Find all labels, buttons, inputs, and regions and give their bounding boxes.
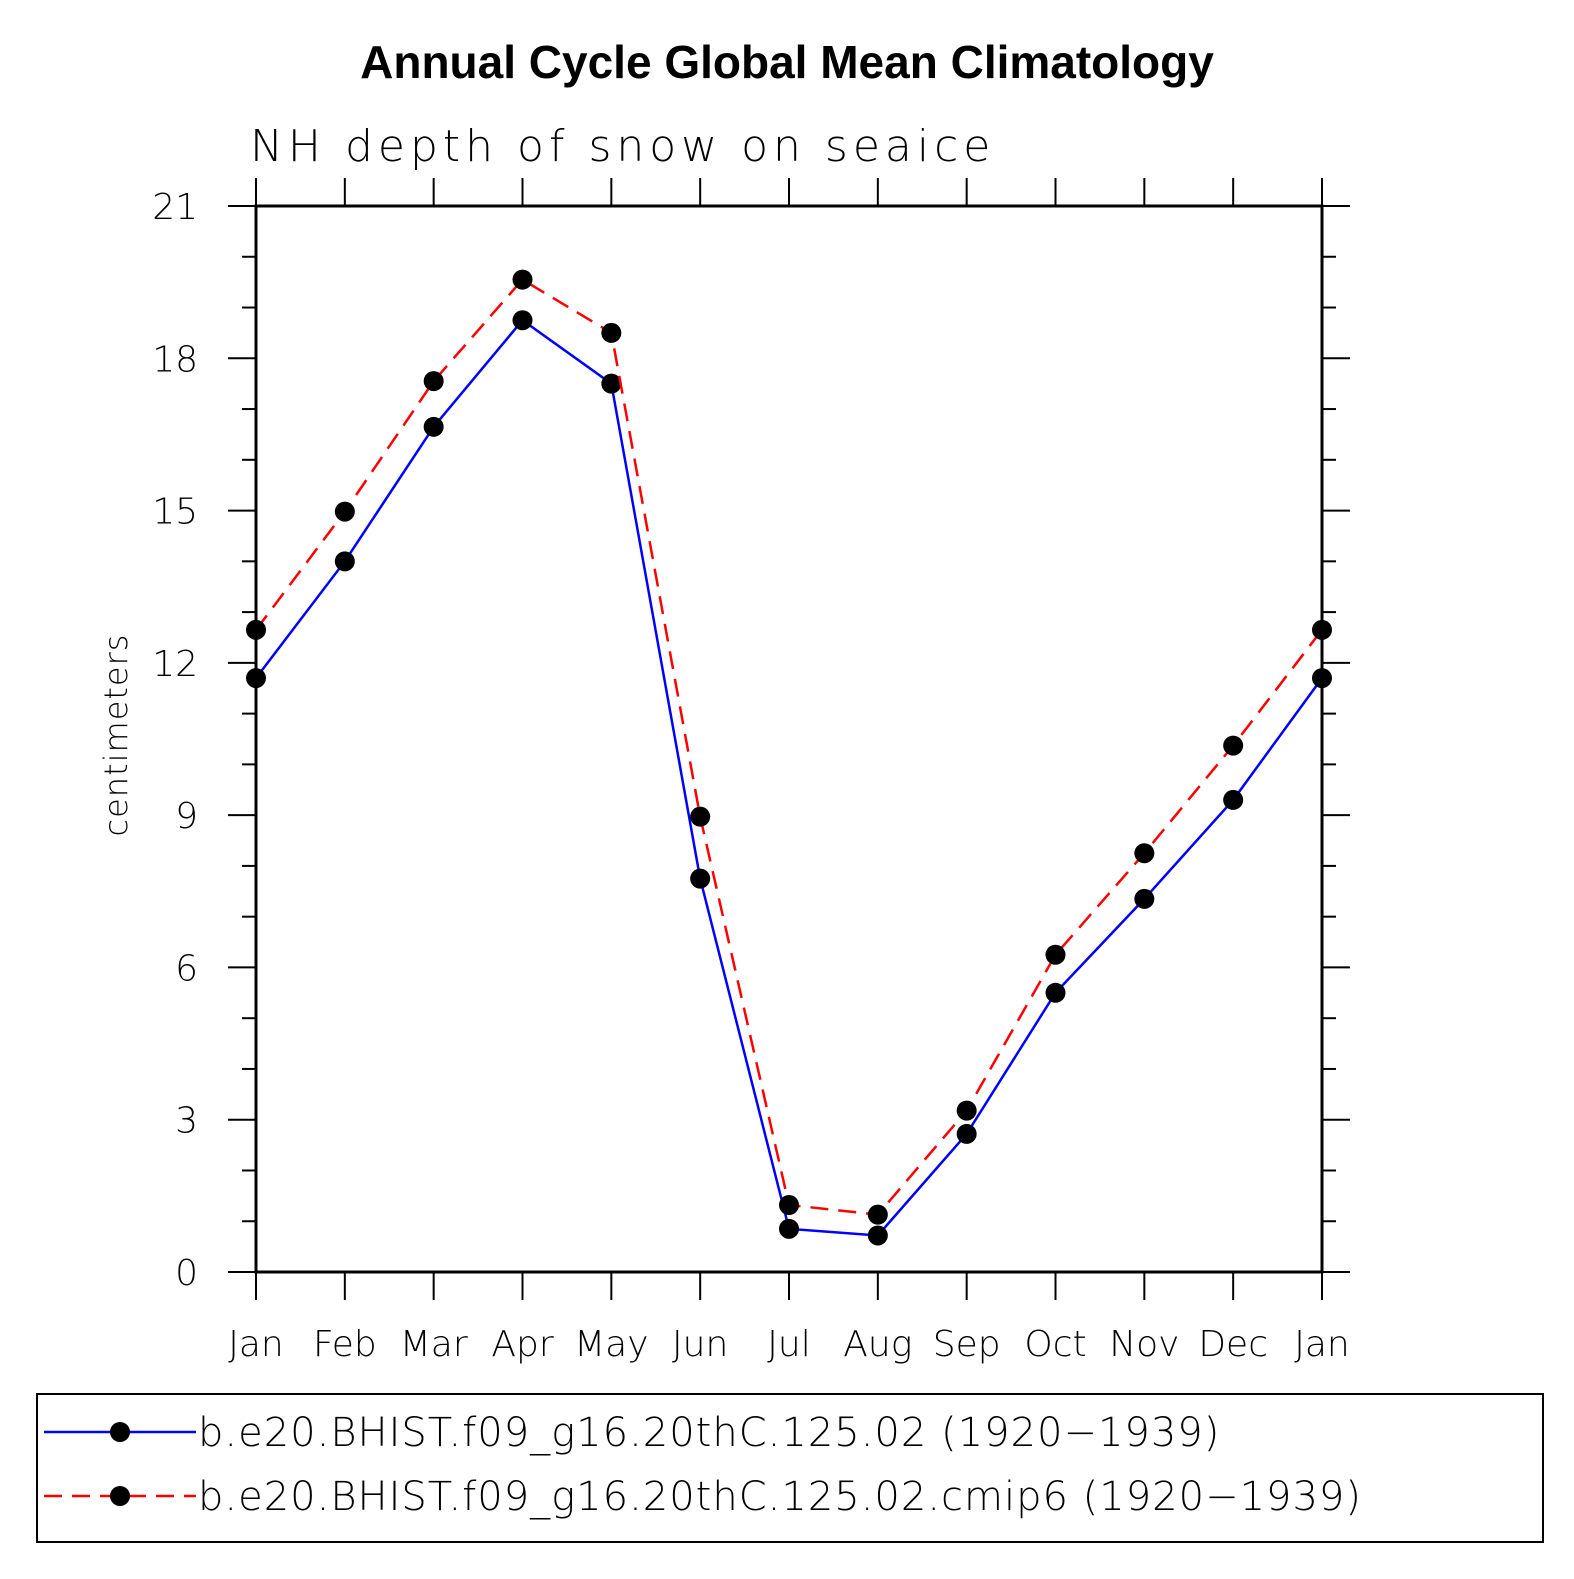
series-2-point bbox=[1312, 619, 1332, 640]
y-tick-label: 3 bbox=[175, 1101, 198, 1142]
series-2-point bbox=[1134, 843, 1155, 864]
series-1-point bbox=[956, 1123, 977, 1144]
x-tick-label: Jul bbox=[767, 1324, 810, 1365]
series-2-point bbox=[779, 1194, 799, 1215]
series-2-point bbox=[423, 371, 444, 392]
series-2-point bbox=[334, 501, 355, 522]
x-tick-label: Oct bbox=[1024, 1324, 1086, 1365]
x-tick-label: Apr bbox=[491, 1324, 553, 1365]
series-1-point bbox=[246, 668, 266, 689]
series-2-point bbox=[867, 1204, 888, 1225]
series-1-point bbox=[867, 1225, 888, 1246]
x-tick-label: Mar bbox=[400, 1324, 468, 1365]
y-tick-label: 6 bbox=[175, 948, 198, 989]
series-1-point bbox=[512, 310, 533, 331]
y-tick-label: 12 bbox=[152, 644, 198, 685]
legend-box bbox=[36, 1393, 1544, 1543]
series-line-1 bbox=[255, 318, 1324, 1237]
series-1-point bbox=[1312, 668, 1332, 689]
x-tick-label: Jan bbox=[228, 1324, 284, 1365]
series-2-point bbox=[956, 1100, 977, 1121]
series-1-point bbox=[423, 416, 444, 437]
y-tick-label: 21 bbox=[152, 187, 198, 228]
y-tick-label: 9 bbox=[175, 796, 198, 837]
series-1-point bbox=[1134, 888, 1155, 909]
series-1-point bbox=[779, 1218, 799, 1239]
legend-label-1: b.e20.BHIST.f09_g16.20thC.125.02 (1920−1… bbox=[198, 1410, 1220, 1456]
series-2-point bbox=[1045, 944, 1066, 965]
x-tick-label: Nov bbox=[1109, 1324, 1179, 1365]
series-line-2 bbox=[255, 277, 1323, 1216]
x-tick-label: Dec bbox=[1198, 1324, 1268, 1365]
x-tick-label: May bbox=[574, 1324, 648, 1365]
series-2-point bbox=[1223, 735, 1244, 756]
series-2-point bbox=[246, 619, 266, 640]
series-2-point bbox=[512, 269, 533, 290]
series-1-point bbox=[690, 868, 711, 889]
series-1-point bbox=[1045, 982, 1066, 1003]
series-2-point bbox=[690, 806, 711, 827]
y-tick-label: 0 bbox=[175, 1253, 198, 1294]
chart-subtitle: NH depth of snow on seaice bbox=[250, 121, 995, 172]
x-tick-label: Sep bbox=[933, 1324, 1001, 1365]
plot-frame bbox=[254, 204, 1324, 1274]
x-tick-label: Feb bbox=[313, 1324, 377, 1365]
legend: b.e20.BHIST.f09_g16.20thC.125.02 (1920−1… bbox=[36, 1393, 1544, 1543]
x-tick-label: Aug bbox=[843, 1324, 912, 1365]
series-1-point bbox=[334, 551, 355, 572]
legend-label-2: b.e20.BHIST.f09_g16.20thC.125.02.cmip6 (… bbox=[198, 1474, 1362, 1520]
y-tick-label: 15 bbox=[152, 492, 198, 533]
chart-title: Annual Cycle Global Mean Climatology bbox=[360, 36, 1214, 88]
series-2-point bbox=[601, 322, 622, 343]
y-tick-label: 18 bbox=[152, 339, 198, 380]
axes-layer: 0 3 6 9 12 15 18 21 Jan Feb Mar Apr May Jun Jul Aug Sep O… bbox=[152, 178, 1350, 1365]
series-1-point bbox=[1223, 789, 1244, 810]
series-1-point bbox=[601, 373, 622, 394]
legend-marker-1 bbox=[110, 1422, 130, 1442]
y-axis-label: centimeters bbox=[97, 634, 135, 837]
legend-marker-2 bbox=[110, 1486, 130, 1506]
x-tick-label: Jun bbox=[672, 1324, 728, 1365]
series-layer bbox=[246, 269, 1332, 1246]
x-tick-label: Jan bbox=[1294, 1324, 1350, 1365]
